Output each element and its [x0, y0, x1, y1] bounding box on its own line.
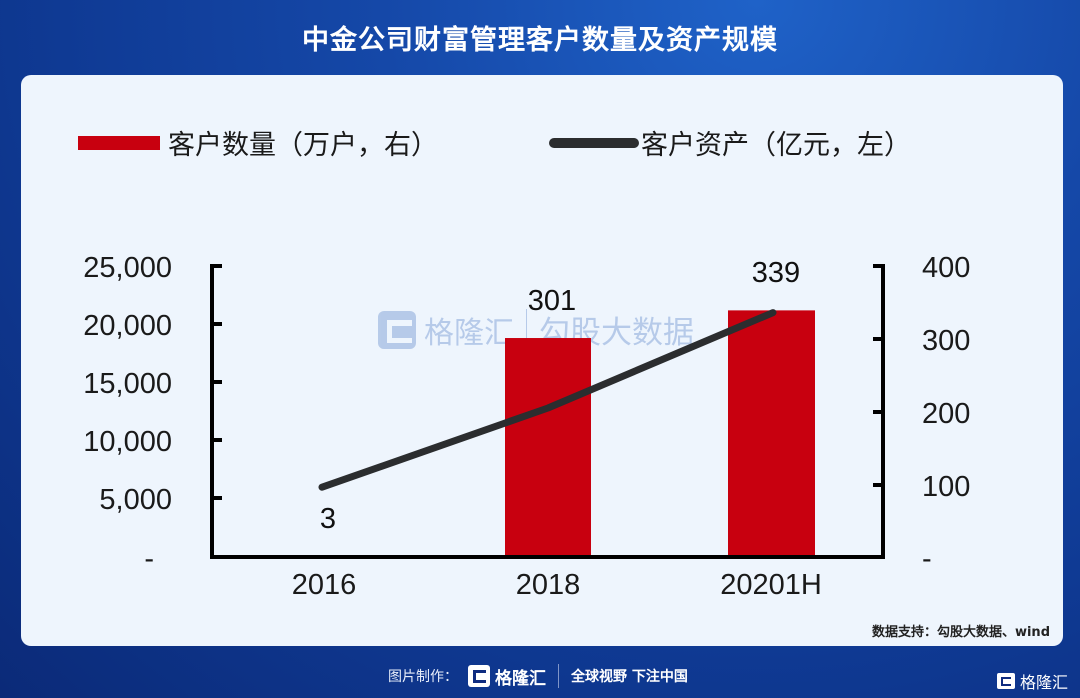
line-series-customer-assets: [318, 309, 777, 491]
data-labels: 3 301 339: [320, 257, 800, 535]
footer-logo-icon: [468, 665, 490, 687]
right-tick-label: 300: [922, 325, 970, 357]
chart-title: 中金公司财富管理客户数量及资产规模: [302, 25, 778, 56]
footer-slogan: 全球视野 下注中国: [571, 669, 688, 685]
left-tick-label: 20,000: [83, 310, 172, 342]
left-tick-labels: 25,000 20,000 15,000 10,000 5,000 -: [83, 252, 172, 575]
corner-brand-text: 格隆汇: [1019, 673, 1068, 692]
watermark-brand: 格隆汇: [424, 315, 514, 351]
footer-brand: 格隆汇: [495, 668, 546, 689]
watermark-divider: [526, 308, 527, 351]
right-tick-label: 100: [922, 471, 970, 503]
right-tick-label: -: [922, 543, 932, 575]
left-axis: [210, 264, 222, 559]
right-tick-label: 200: [922, 398, 970, 430]
left-tick-label: 25,000: [83, 252, 172, 284]
right-tick-label: 400: [922, 252, 970, 284]
x-tick-label: 2016: [292, 569, 357, 601]
bar-2018: [505, 338, 591, 557]
legend: 客户数量（万户，右） 客户资产（亿元，左）: [0, 123, 1080, 163]
bar-series: [505, 310, 815, 557]
left-tick-label: 10,000: [83, 426, 172, 458]
right-axis: [873, 264, 885, 559]
left-tick-label: 5,000: [99, 484, 172, 516]
bar-20201H: [728, 310, 815, 557]
legend-item-customer-count: 客户数量（万户，右）: [78, 123, 438, 162]
left-tick-label: -: [144, 543, 154, 575]
left-tick-label: 15,000: [83, 368, 172, 400]
data-label-2018: 301: [528, 285, 576, 317]
x-tick-label: 2018: [516, 569, 581, 601]
legend-label-customer-assets: 客户资产（亿元，左）: [641, 130, 911, 161]
legend-label-customer-count: 客户数量（万户，右）: [168, 130, 438, 161]
data-label-20201H: 339: [752, 257, 800, 289]
right-tick-labels: 400 300 200 100 -: [922, 252, 970, 575]
footer-credit: 图片制作： 格隆汇 全球视野 下注中国: [388, 662, 688, 690]
x-tick-label: 20201H: [720, 569, 822, 601]
legend-item-customer-assets: 客户资产（亿元，左）: [549, 123, 911, 162]
corner-logo-icon: [996, 673, 1015, 689]
footer: 图片制作： 格隆汇 全球视野 下注中国: [0, 662, 1080, 690]
x-tick-labels: 2016 2018 20201H: [292, 569, 822, 601]
line-swatch-icon: [549, 137, 639, 148]
corner-brand: 格隆汇: [996, 669, 1068, 693]
footer-made-by-label: 图片制作：: [388, 669, 458, 685]
data-source: 数据支持：勾股大数据、wind: [871, 625, 1050, 640]
footer-divider: [558, 664, 559, 688]
data-label-2016: 3: [320, 503, 336, 535]
bar-swatch-icon: [78, 135, 160, 150]
watermark-logo-icon: [378, 310, 416, 349]
watermark: 格隆汇 勾股大数据: [378, 307, 694, 352]
